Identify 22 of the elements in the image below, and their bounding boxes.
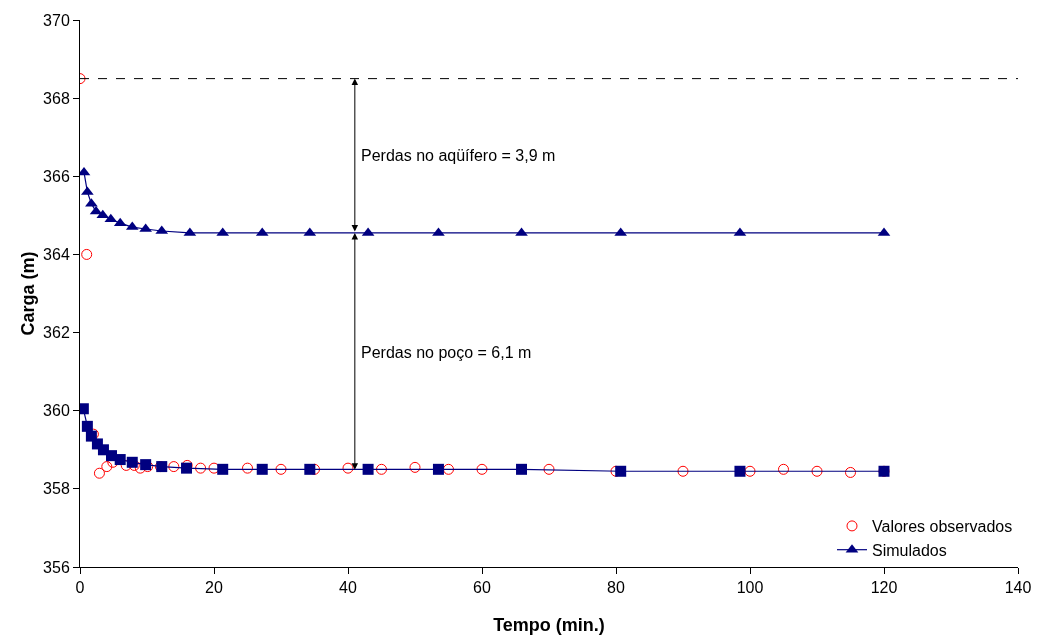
y-tick-label: 366 [43, 167, 70, 185]
y-tick-label: 370 [43, 11, 70, 29]
y-tick-label: 368 [43, 89, 70, 107]
x-tick-label: 140 [1004, 579, 1032, 597]
y-tick-label: 356 [43, 558, 70, 576]
y-axis-title: Carga (m) [18, 251, 38, 336]
x-axis-title: Tempo (min.) [493, 615, 605, 635]
x-tick-label: 100 [736, 579, 764, 597]
x-tick-label: 80 [607, 579, 625, 597]
annotation: Perdas no poço = 6,1 m [361, 344, 532, 361]
y-tick-label: 358 [43, 480, 70, 498]
x-tick-label: 20 [205, 579, 223, 597]
legend-label: Valores observados [872, 518, 1013, 536]
x-tick-label: 0 [75, 579, 85, 597]
y-tick-label: 362 [43, 324, 70, 342]
x-tick-label: 40 [339, 579, 357, 597]
y-tick-label: 360 [43, 402, 70, 420]
annotation: Perdas no aqüífero = 3,9 m [361, 147, 556, 164]
x-tick-label: 120 [870, 579, 898, 597]
x-tick-label: 60 [473, 579, 491, 597]
legend-label: Simulados [872, 541, 947, 559]
y-tick-label: 364 [43, 246, 70, 264]
